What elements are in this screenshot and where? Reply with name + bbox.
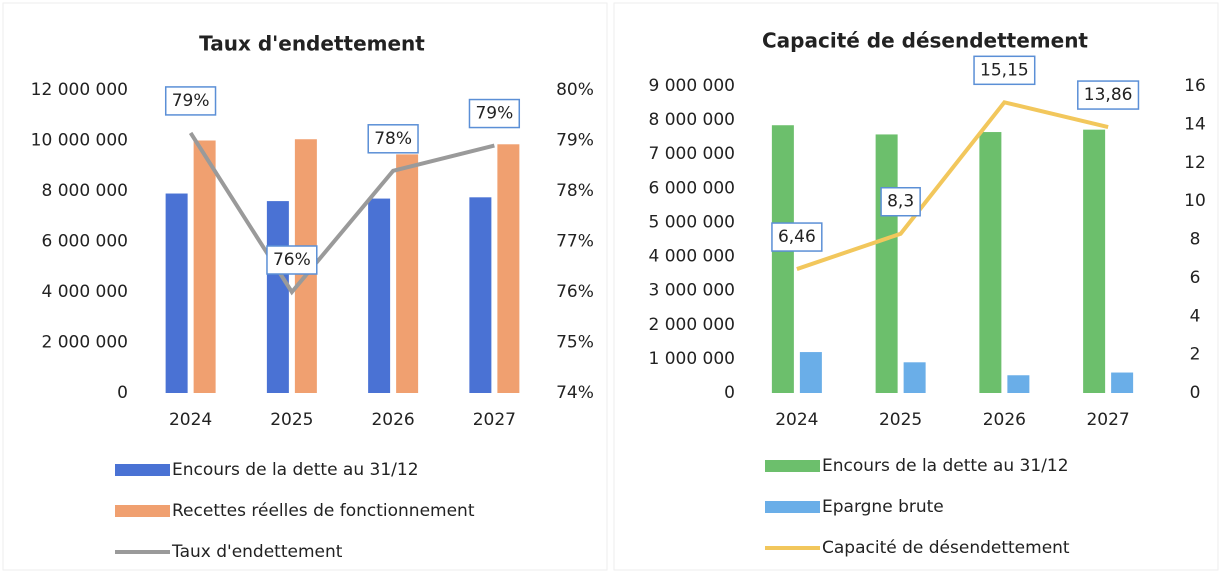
y-tick-label: 2 000 000: [41, 333, 128, 353]
y-tick-label: 5 000 000: [648, 212, 735, 232]
y2-tick-label: 74%: [556, 383, 594, 403]
legend-label: Encours de la dette au 31/12: [822, 456, 1069, 476]
bar: [396, 154, 419, 393]
y-tick-label: 3 000 000: [648, 281, 735, 301]
y2-tick-label: 12: [1184, 153, 1206, 173]
bar: [1083, 129, 1106, 393]
data-label: 76%: [273, 250, 311, 270]
x-tick-label: 2025: [879, 410, 922, 430]
x-tick-label: 2026: [371, 410, 414, 430]
x-tick-label: 2024: [169, 410, 212, 430]
bar: [266, 201, 289, 393]
legend-swatch: [115, 464, 170, 476]
bar: [165, 193, 188, 393]
data-label-box: [367, 124, 419, 154]
line: [188, 131, 495, 296]
y2-tick-label: 10: [1184, 191, 1206, 211]
y2-tick-label: 76%: [556, 282, 594, 302]
data-label: 79%: [475, 104, 513, 124]
legend-swatch: [765, 501, 820, 513]
x-tick-label: 2026: [983, 410, 1026, 430]
bar: [875, 134, 898, 393]
y2-tick-label: 0: [1190, 383, 1201, 403]
panel: [613, 2, 1219, 571]
x-tick-label: 2027: [473, 410, 516, 430]
legend-swatch: [765, 460, 820, 472]
y2-tick-label: 4: [1190, 306, 1201, 326]
legend-label: Recettes réelles de fonctionnement: [172, 501, 475, 521]
y-tick-label: 12 000 000: [31, 80, 128, 100]
bar: [1007, 375, 1030, 393]
y-tick-label: 4 000 000: [648, 247, 735, 267]
data-label: 13,86: [1084, 85, 1133, 105]
data-label-box: [771, 222, 823, 252]
y2-tick-label: 6: [1190, 268, 1201, 288]
y2-tick-label: 78%: [556, 181, 594, 201]
y-tick-label: 9 000 000: [648, 76, 735, 96]
y2-tick-label: 2: [1190, 345, 1201, 365]
legend-label: Encours de la dette au 31/12: [172, 460, 419, 480]
x-tick-label: 2025: [270, 410, 313, 430]
y2-tick-label: 75%: [556, 333, 594, 353]
data-label-box: [164, 86, 217, 116]
bar: [1111, 372, 1134, 393]
panel: [2, 2, 608, 571]
bar: [497, 144, 520, 393]
data-label-box: [973, 55, 1036, 86]
y-tick-label: 7 000 000: [648, 144, 735, 164]
x-tick-label: 2027: [1086, 410, 1129, 430]
bar: [368, 198, 391, 393]
bar: [193, 140, 216, 393]
bar: [469, 197, 492, 393]
y-tick-label: 1 000 000: [648, 349, 735, 369]
bar: [799, 352, 822, 393]
data-label-box: [1077, 80, 1140, 110]
legend-label: Epargne brute: [822, 497, 944, 517]
legend-label: Capacité de désendettement: [822, 538, 1070, 558]
y2-tick-label: 77%: [556, 232, 594, 252]
y-tick-label: 10 000 000: [31, 131, 128, 151]
legend-swatch: [115, 505, 170, 517]
data-label: 6,46: [778, 227, 816, 247]
y2-tick-label: 80%: [556, 80, 594, 100]
y2-tick-label: 14: [1184, 114, 1206, 134]
chart-title: Capacité de désendettement: [762, 29, 1088, 53]
y2-tick-label: 16: [1184, 76, 1206, 96]
legend-label: Taux d'endettement: [171, 542, 343, 562]
y2-tick-label: 79%: [556, 131, 594, 151]
y-tick-label: 0: [117, 383, 128, 403]
data-label: 8,3: [887, 192, 914, 212]
data-label: 78%: [374, 129, 412, 149]
data-label: 15,15: [980, 60, 1029, 80]
bar: [771, 125, 794, 393]
y-tick-label: 6 000 000: [648, 178, 735, 198]
y-tick-label: 8 000 000: [648, 110, 735, 130]
y-tick-label: 2 000 000: [648, 315, 735, 335]
x-tick-label: 2024: [775, 410, 818, 430]
data-label: 79%: [172, 91, 210, 111]
chart-title: Taux d'endettement: [199, 32, 425, 56]
data-label-box: [266, 245, 318, 275]
bar: [903, 362, 926, 393]
data-label-box: [468, 98, 521, 129]
y2-tick-label: 8: [1190, 230, 1201, 250]
line: [796, 100, 1109, 271]
y-tick-label: 4 000 000: [41, 282, 128, 302]
data-label-box: [880, 186, 921, 217]
y-tick-label: 6 000 000: [41, 232, 128, 252]
bar: [979, 132, 1002, 394]
y-tick-label: 8 000 000: [41, 181, 128, 201]
y-tick-label: 0: [724, 383, 735, 403]
